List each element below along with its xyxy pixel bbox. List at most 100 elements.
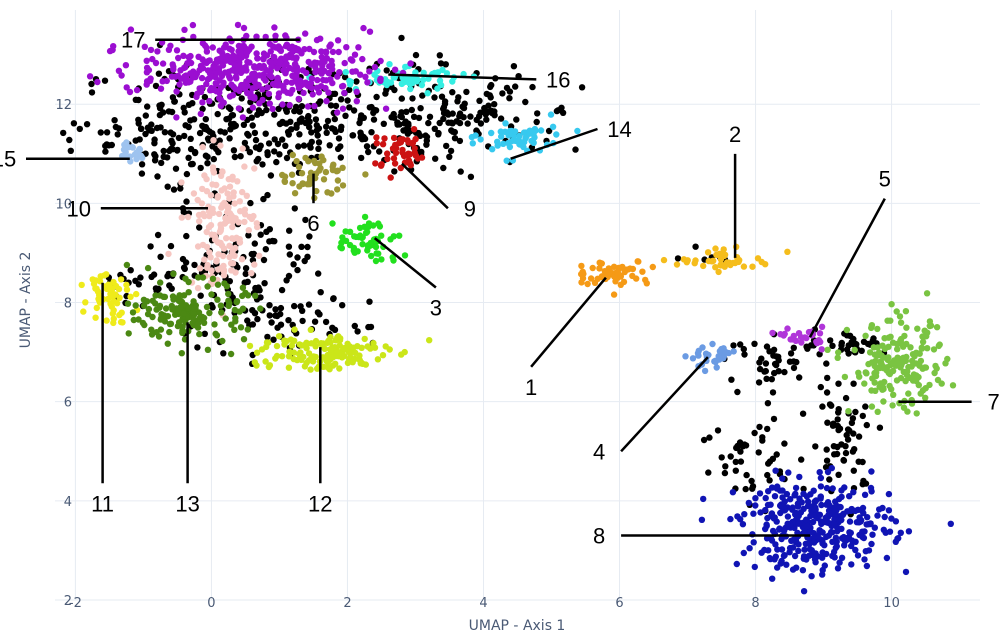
unclustered-point xyxy=(714,427,722,434)
cluster-8-point xyxy=(750,510,757,517)
unclustered-point xyxy=(455,94,462,101)
cluster-label-6: 6 xyxy=(307,211,319,236)
unclustered-point xyxy=(742,485,749,493)
cluster-14-point xyxy=(505,132,512,139)
cluster-8-point xyxy=(871,524,878,531)
cluster-7-point xyxy=(872,357,879,365)
unclustered-point xyxy=(487,83,494,91)
unclustered-point xyxy=(423,137,430,144)
cluster-13-point xyxy=(157,316,164,323)
x-tick-label: 4 xyxy=(479,596,487,611)
unclustered-point xyxy=(354,328,361,335)
cluster-2-point xyxy=(740,263,748,270)
cluster-3-point xyxy=(361,213,369,221)
cluster-10-point xyxy=(215,266,222,273)
cluster-16-point xyxy=(346,81,354,88)
cluster-8-point xyxy=(828,528,835,536)
cluster-8-point xyxy=(734,513,741,520)
cluster-13-point xyxy=(149,313,156,321)
cluster-7-point xyxy=(905,390,912,397)
cluster-8-point xyxy=(868,540,875,548)
cluster-label-14: 14 xyxy=(607,117,631,142)
unclustered-point xyxy=(816,351,823,358)
cluster-12-point xyxy=(332,337,339,344)
cluster-8-point xyxy=(947,520,954,527)
cluster-3-point xyxy=(368,252,375,260)
cluster-17-point xyxy=(269,105,276,113)
cluster-3-point xyxy=(359,241,366,248)
cluster-13-point xyxy=(140,302,148,309)
cluster-9-point xyxy=(378,161,385,168)
unclustered-point xyxy=(271,238,278,245)
cluster-17-point xyxy=(210,85,217,92)
cluster-8-point xyxy=(765,488,772,495)
cluster-13-point xyxy=(144,264,152,272)
cluster-17-point xyxy=(260,75,267,82)
unclustered-point xyxy=(850,467,857,474)
cluster-17-point xyxy=(265,90,273,98)
cluster-12-point xyxy=(370,340,377,347)
cluster-17-point xyxy=(251,94,258,101)
cluster-2-point xyxy=(717,256,725,263)
cluster-17-point xyxy=(197,110,204,118)
unclustered-point xyxy=(346,86,353,94)
cluster-10-point xyxy=(214,192,222,200)
unclustered-point xyxy=(202,116,209,123)
cluster-11-point xyxy=(127,293,134,300)
unclustered-point xyxy=(187,135,194,142)
cluster-3-point xyxy=(372,243,380,251)
cluster-17-point xyxy=(199,99,206,106)
cluster-10-point xyxy=(232,269,239,276)
cluster-10-point xyxy=(201,212,208,220)
cluster-leader-lines xyxy=(26,38,972,537)
cluster-8-point xyxy=(902,568,910,576)
cluster-10-point xyxy=(236,239,243,246)
cluster-17-point xyxy=(300,89,307,97)
leader-line-5 xyxy=(808,198,886,338)
cluster-8-point xyxy=(700,495,707,503)
unclustered-point xyxy=(370,116,378,123)
cluster-8-point xyxy=(795,547,802,555)
cluster-13-point xyxy=(204,283,211,290)
cluster-8-point xyxy=(778,557,785,565)
cluster-17-point xyxy=(143,81,150,88)
cluster-17-point xyxy=(216,95,223,102)
cluster-7-point xyxy=(879,342,886,349)
cluster-13-point xyxy=(161,293,169,301)
cluster-10-point xyxy=(241,206,249,213)
unclustered-point xyxy=(351,322,358,330)
unclustered-point xyxy=(276,120,284,128)
unclustered-point xyxy=(827,337,834,344)
cluster-10-point xyxy=(195,211,203,219)
cluster-7-point xyxy=(921,364,929,371)
cluster-3-point xyxy=(390,257,397,264)
unclustered-point xyxy=(734,388,741,396)
cluster-8-point xyxy=(829,485,836,492)
cluster-8-point xyxy=(829,538,836,545)
unclustered-point xyxy=(342,112,349,120)
unclustered-point xyxy=(161,129,169,136)
y-tick-label: 8 xyxy=(64,297,72,312)
cluster-8-point xyxy=(809,518,817,526)
cluster-8-point xyxy=(811,556,819,563)
cluster-13-point xyxy=(204,346,212,353)
cluster-5-point xyxy=(798,339,805,346)
cluster-8-point xyxy=(779,487,786,494)
cluster-label-13: 13 xyxy=(175,491,199,516)
cluster-12-point xyxy=(336,342,343,349)
unclustered-point xyxy=(66,136,73,144)
unclustered-point xyxy=(314,309,322,316)
cluster-17-point xyxy=(288,79,295,86)
x-tick-label: -2 xyxy=(69,596,82,611)
cluster-7-point xyxy=(875,351,882,358)
cluster-17-point xyxy=(311,102,318,110)
unclustered-point xyxy=(271,111,278,118)
unclustered-point xyxy=(829,342,836,349)
cluster-13-point xyxy=(152,292,159,299)
unclustered-point xyxy=(185,154,192,161)
cluster-17-point xyxy=(305,58,312,66)
cluster-10-point xyxy=(210,137,217,144)
unclustered-point xyxy=(410,113,418,121)
cluster-10-point xyxy=(248,270,255,277)
